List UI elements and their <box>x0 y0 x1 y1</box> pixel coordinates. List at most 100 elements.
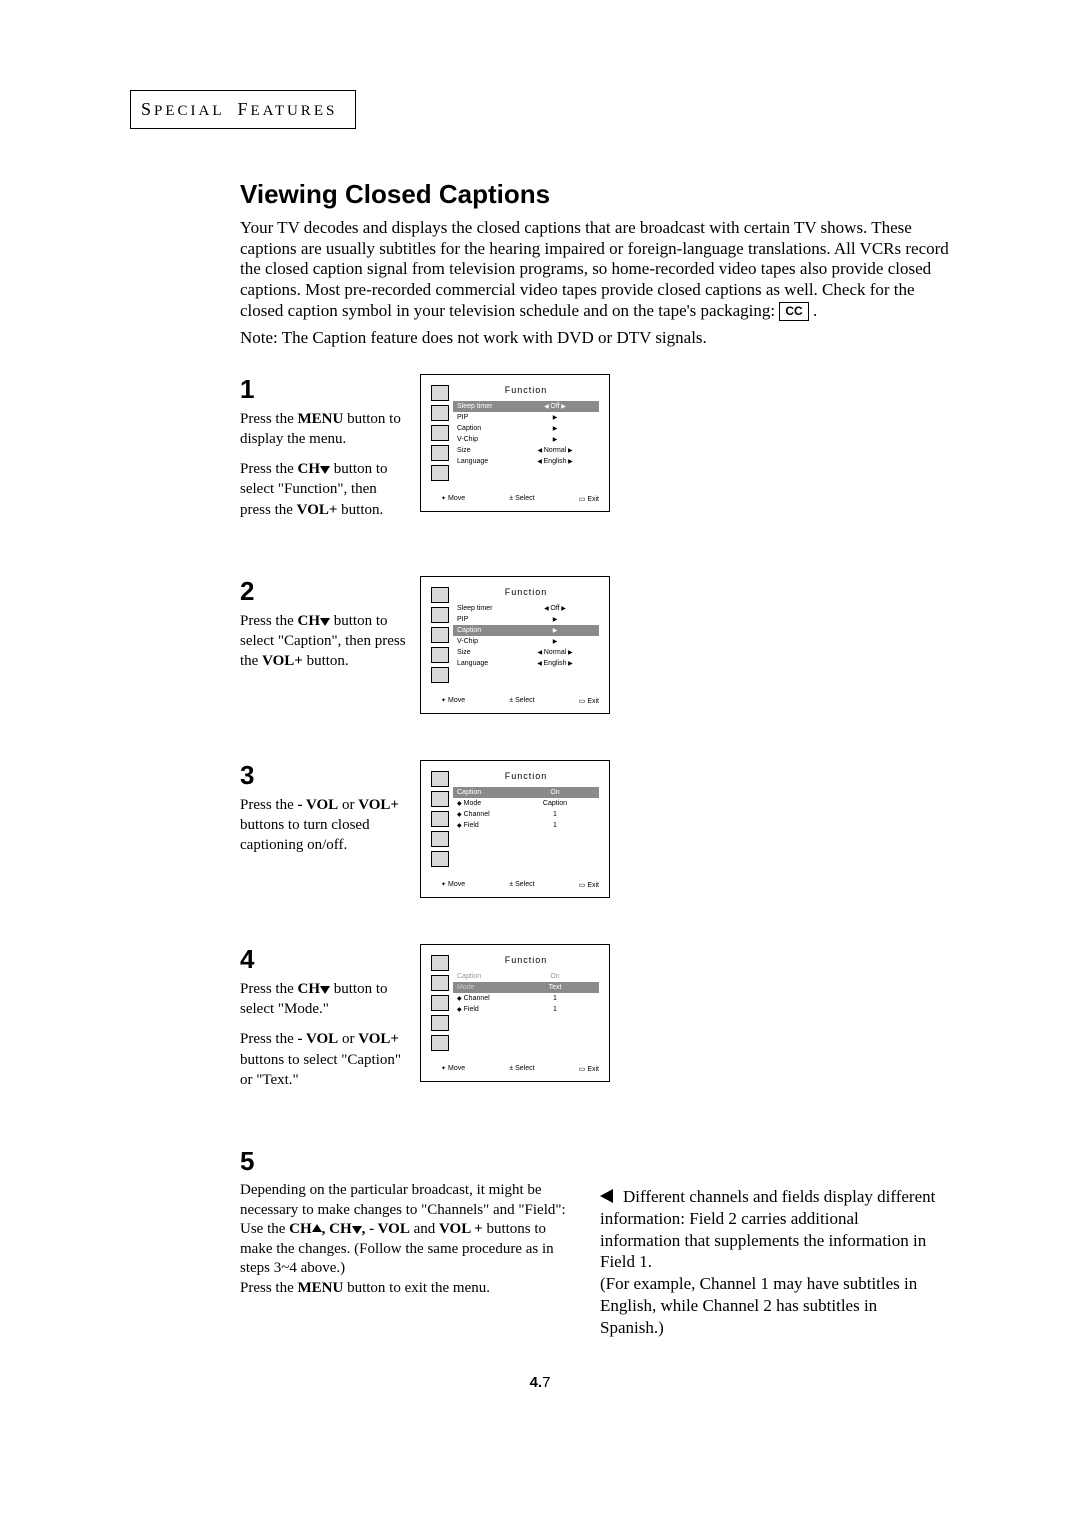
t: CH <box>298 613 321 629</box>
osd-label: PIP <box>453 616 511 623</box>
t: Press the <box>240 613 298 629</box>
osd-label: Mode <box>453 984 511 991</box>
osd-icon <box>431 975 449 991</box>
step-3-body: Press the - VOL or VOL+ buttons to turn … <box>240 795 406 856</box>
t: button to exit the menu. <box>343 1280 490 1296</box>
t: CH <box>289 1221 312 1237</box>
osd-icon <box>431 771 449 787</box>
t: - VOL <box>298 1031 339 1047</box>
osd-val <box>511 436 599 443</box>
section-header-rest1: PECIAL <box>154 103 224 119</box>
osd-icon <box>431 465 449 481</box>
cc-badge: CC <box>779 302 808 321</box>
osd-val: 1 <box>511 1006 599 1013</box>
intro-paragraph: Your TV decodes and displays the closed … <box>240 218 950 322</box>
osd-icon <box>431 851 449 867</box>
t: Depending on the particular broadcast, i… <box>240 1182 566 1218</box>
down-triangle-icon <box>320 466 330 474</box>
osd-label: Size <box>453 649 511 656</box>
osd-footer-move: Move <box>441 697 465 705</box>
osd-val <box>511 616 599 623</box>
t: buttons to turn closed captioning on/off… <box>240 817 370 853</box>
page-title: Viewing Closed Captions <box>240 179 950 210</box>
osd-label: Field <box>453 822 511 829</box>
t: Press the <box>240 1031 298 1047</box>
t: MENU <box>298 1280 344 1296</box>
side-note: Different channels and fields display di… <box>600 1186 940 1338</box>
osd-footer-move: Move <box>441 881 465 889</box>
osd-label: Channel <box>453 995 511 1002</box>
osd-screenshot-2: Function Sleep timerOff PIP Caption V-Ch… <box>420 576 610 714</box>
t: VOL+ <box>358 797 399 813</box>
osd-label: Sleep timer <box>453 605 511 612</box>
t: and <box>410 1221 439 1237</box>
osd-val: Normal <box>511 649 599 656</box>
step-1-body: Press the MENU button to display the men… <box>240 409 406 520</box>
osd-val <box>511 627 599 634</box>
t: , - VOL <box>362 1221 410 1237</box>
osd-icon-column <box>431 587 453 707</box>
osd-icon <box>431 425 449 441</box>
osd-label: V-Chip <box>453 436 511 443</box>
osd-label: Sleep timer <box>453 403 511 410</box>
osd-label: Language <box>453 660 511 667</box>
osd-val: Off <box>511 403 599 410</box>
osd-footer-move: Move <box>441 1065 465 1073</box>
step-5-body: Depending on the particular broadcast, i… <box>240 1181 580 1298</box>
step-2-body: Press the CH button to select "Caption",… <box>240 611 406 672</box>
osd-icon-column <box>431 771 453 891</box>
osd-footer-exit: Exit <box>579 1065 599 1073</box>
section-header-rest2: EATURES <box>250 103 337 119</box>
osd-label: V-Chip <box>453 638 511 645</box>
t: buttons to select "Caption" or "Text." <box>240 1052 401 1088</box>
osd-icon <box>431 811 449 827</box>
t: VOL+ <box>297 502 338 518</box>
osd-label: Caption <box>453 973 511 980</box>
side-note-text: Different channels and fields display di… <box>600 1187 935 1337</box>
osd-val <box>511 425 599 432</box>
step-1-num: 1 <box>240 374 406 405</box>
down-triangle-icon <box>320 618 330 626</box>
t: CH <box>298 981 321 997</box>
osd-label: Caption <box>453 789 511 796</box>
osd-footer-select: Select <box>509 697 534 705</box>
osd-val: Normal <box>511 447 599 454</box>
t: Press the <box>240 797 298 813</box>
osd-icon <box>431 647 449 663</box>
t: VOL+ <box>358 1031 399 1047</box>
step-4: 4 Press the CH button to select "Mode." … <box>240 944 950 1100</box>
osd-val: On <box>511 789 599 796</box>
osd-footer-exit: Exit <box>579 697 599 705</box>
osd-val: 1 <box>511 822 599 829</box>
step-2-num: 2 <box>240 576 406 607</box>
step-3: 3 Press the - VOL or VOL+ buttons to tur… <box>240 760 950 898</box>
step-1: 1 Press the MENU button to display the m… <box>240 374 950 530</box>
page-number: 4.7 <box>0 1374 1080 1391</box>
step-5-num: 5 <box>240 1146 580 1177</box>
osd-footer-select: Select <box>509 1065 534 1073</box>
note-text: Note: The Caption feature does not work … <box>240 328 950 348</box>
osd-val: Caption <box>511 800 599 807</box>
osd-footer-exit: Exit <box>579 495 599 503</box>
t: button. <box>303 653 349 669</box>
osd-val: Off <box>511 605 599 612</box>
section-header-cap1: S <box>141 99 154 119</box>
step-3-num: 3 <box>240 760 406 791</box>
osd-footer-select: Select <box>509 495 534 503</box>
osd-val: Text <box>511 984 599 991</box>
osd-icon <box>431 627 449 643</box>
t: VOL+ <box>262 653 303 669</box>
osd-footer: Move Select Exit <box>441 1065 599 1073</box>
t: CH <box>298 461 321 477</box>
osd-rows: Sleep timerOff PIP Caption V-Chip SizeNo… <box>453 603 599 669</box>
osd-label: Mode <box>453 800 511 807</box>
osd-icon <box>431 1035 449 1051</box>
section-header: SPECIAL FEATURES <box>141 103 337 119</box>
osd-val: 1 <box>511 811 599 818</box>
t: Press the <box>240 461 298 477</box>
osd-icon-column <box>431 385 453 505</box>
section-header-cap2: F <box>237 99 250 119</box>
osd-icon <box>431 831 449 847</box>
osd-label: PIP <box>453 414 511 421</box>
osd-val <box>511 414 599 421</box>
